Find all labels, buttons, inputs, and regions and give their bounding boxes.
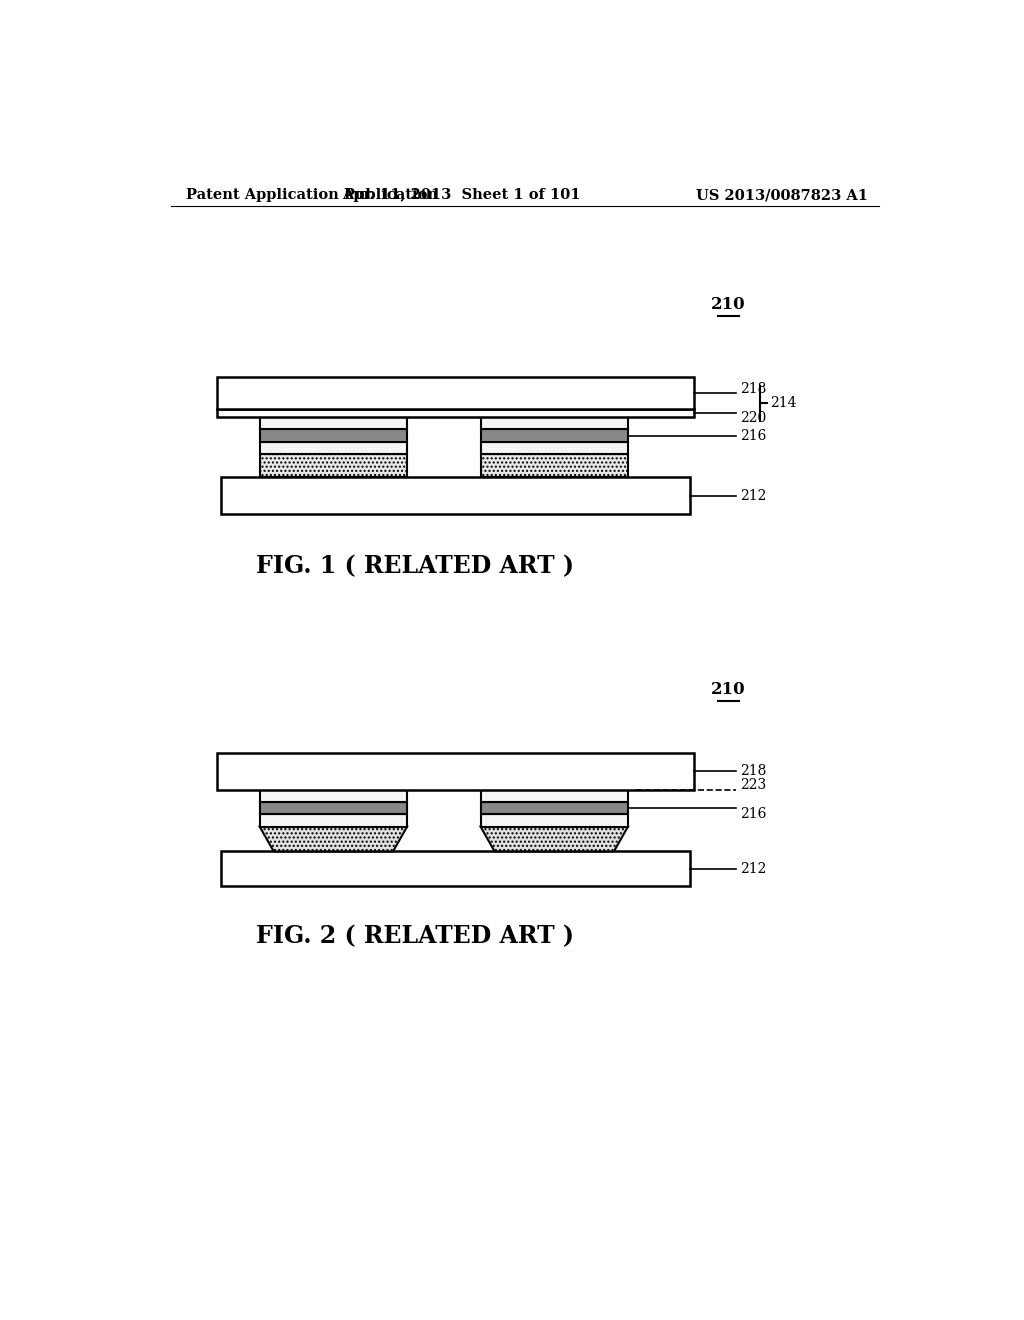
Text: FIG. 2 ( RELATED ART ): FIG. 2 ( RELATED ART ) <box>256 924 573 948</box>
Bar <box>480 442 628 454</box>
Bar <box>260 803 407 814</box>
Bar <box>260 789 407 803</box>
Polygon shape <box>480 826 628 851</box>
Bar <box>260 417 407 429</box>
Bar <box>260 429 407 442</box>
Polygon shape <box>260 826 407 851</box>
Text: 216: 216 <box>740 429 767 442</box>
Bar <box>217 378 693 409</box>
Text: 218: 218 <box>740 764 767 779</box>
Bar <box>480 417 628 429</box>
Bar <box>260 814 407 826</box>
Text: Patent Application Publication: Patent Application Publication <box>186 189 438 202</box>
Text: Apr. 11, 2013  Sheet 1 of 101: Apr. 11, 2013 Sheet 1 of 101 <box>342 189 581 202</box>
Text: 220: 220 <box>740 411 767 425</box>
Text: US 2013/0087823 A1: US 2013/0087823 A1 <box>696 189 868 202</box>
Text: 216: 216 <box>740 808 767 821</box>
Text: FIG. 1 ( RELATED ART ): FIG. 1 ( RELATED ART ) <box>256 554 573 578</box>
Bar <box>480 789 628 803</box>
Text: 212: 212 <box>740 862 767 875</box>
Bar <box>260 442 407 454</box>
Text: 210: 210 <box>712 296 745 313</box>
Bar <box>480 454 628 478</box>
Bar <box>217 409 693 417</box>
Text: 223: 223 <box>740 779 767 792</box>
Bar <box>480 814 628 826</box>
Text: 212: 212 <box>740 488 767 503</box>
Text: 218: 218 <box>740 381 767 396</box>
Text: 210: 210 <box>712 681 745 698</box>
Bar <box>217 752 693 789</box>
Bar <box>480 803 628 814</box>
Bar <box>260 454 407 478</box>
Bar <box>221 851 690 886</box>
Text: 214: 214 <box>770 396 797 411</box>
Bar <box>480 429 628 442</box>
Bar <box>221 478 690 515</box>
